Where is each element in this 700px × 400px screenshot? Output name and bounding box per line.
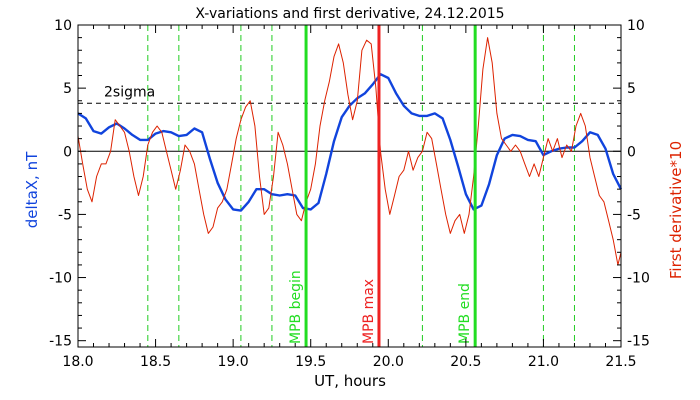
- x-tick-label: 18.5: [140, 354, 171, 370]
- y-right-tick-label: 10: [627, 18, 645, 34]
- left-axis-title: deltaX, nT: [23, 151, 41, 228]
- y-left-tick-label: 10: [54, 18, 72, 34]
- y-left-tick-label: 0: [63, 144, 72, 160]
- y-right-tick-label: -15: [627, 334, 650, 350]
- marker-label-mpb-begin: MPB begin: [288, 270, 304, 344]
- x-axis-title: UT, hours: [314, 372, 386, 390]
- y-left-tick-label: 5: [63, 81, 72, 97]
- axis-ticks: 18.0 18.5 19.0 19.5 20.0 20.5 21.0 21.5 10 10 5 5 0 0…: [49, 18, 650, 370]
- x-tick-label: 21.0: [528, 354, 559, 370]
- y-right-tick-label: 0: [627, 144, 636, 160]
- plot-background: 2sigma: [78, 84, 621, 152]
- y-left-tick-label: -15: [49, 334, 72, 350]
- series-layer: [77, 37, 623, 266]
- y-left-tick-label: -10: [49, 271, 72, 287]
- x-tick-label: 19.0: [218, 354, 249, 370]
- y-right-tick-label: -5: [627, 207, 641, 223]
- plot-frame: [77, 24, 622, 348]
- x-tick-label: 21.5: [605, 354, 636, 370]
- event-markers: MPB begin MPB max MPB end: [288, 25, 477, 347]
- x-tick-label: 18.0: [62, 354, 93, 370]
- x-tick-label: 20.5: [450, 354, 481, 370]
- right-axis-title: First derivative*10: [667, 141, 685, 279]
- marker-label-mpb-end: MPB end: [457, 283, 473, 344]
- y-right-tick-label: 5: [627, 81, 636, 97]
- series-deltax-line: [77, 72, 623, 212]
- y-left-tick-label: -5: [58, 207, 72, 223]
- threshold-label: 2sigma: [104, 84, 155, 100]
- series-derivative-line: [77, 37, 622, 266]
- x-tick-label: 20.0: [373, 354, 404, 370]
- chart-title: X-variations and first derivative, 24.12…: [195, 6, 504, 22]
- x-tick-label: 19.5: [295, 354, 326, 370]
- marker-label-mpb-max: MPB max: [361, 279, 377, 344]
- y-right-tick-label: -10: [627, 271, 650, 287]
